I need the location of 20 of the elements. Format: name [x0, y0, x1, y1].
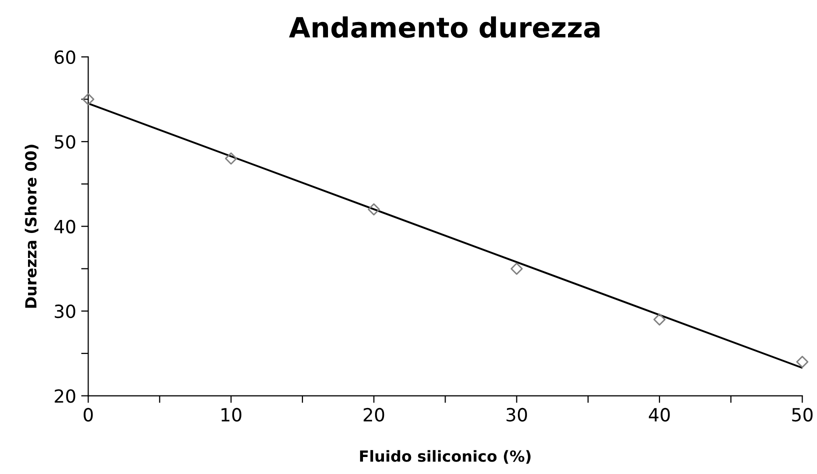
x-tick-label: 30	[506, 408, 527, 422]
y-tick-label: 60	[54, 50, 76, 64]
point	[796, 356, 808, 368]
point	[82, 93, 94, 106]
y-tick-label: 40	[54, 220, 76, 234]
y-tick-label: 30	[54, 304, 76, 318]
x-tick-label: 0	[84, 408, 93, 422]
point	[653, 313, 666, 326]
chart-title: Andamento durezza	[289, 16, 600, 38]
point	[510, 262, 523, 275]
x-axis-title: Fluido siliconico (%)	[360, 450, 531, 464]
x-tick-label: 10	[222, 408, 242, 422]
point	[224, 152, 238, 165]
y-tick-label: 20	[54, 389, 76, 403]
y-axis-title: Durezza (Shore 00)	[24, 144, 38, 308]
x-tick-label: 50	[792, 408, 813, 422]
point	[368, 203, 380, 216]
x-tick-label: 20	[364, 408, 384, 422]
x-tick-label: 40	[648, 408, 670, 422]
y-tick-label: 50	[54, 135, 76, 149]
